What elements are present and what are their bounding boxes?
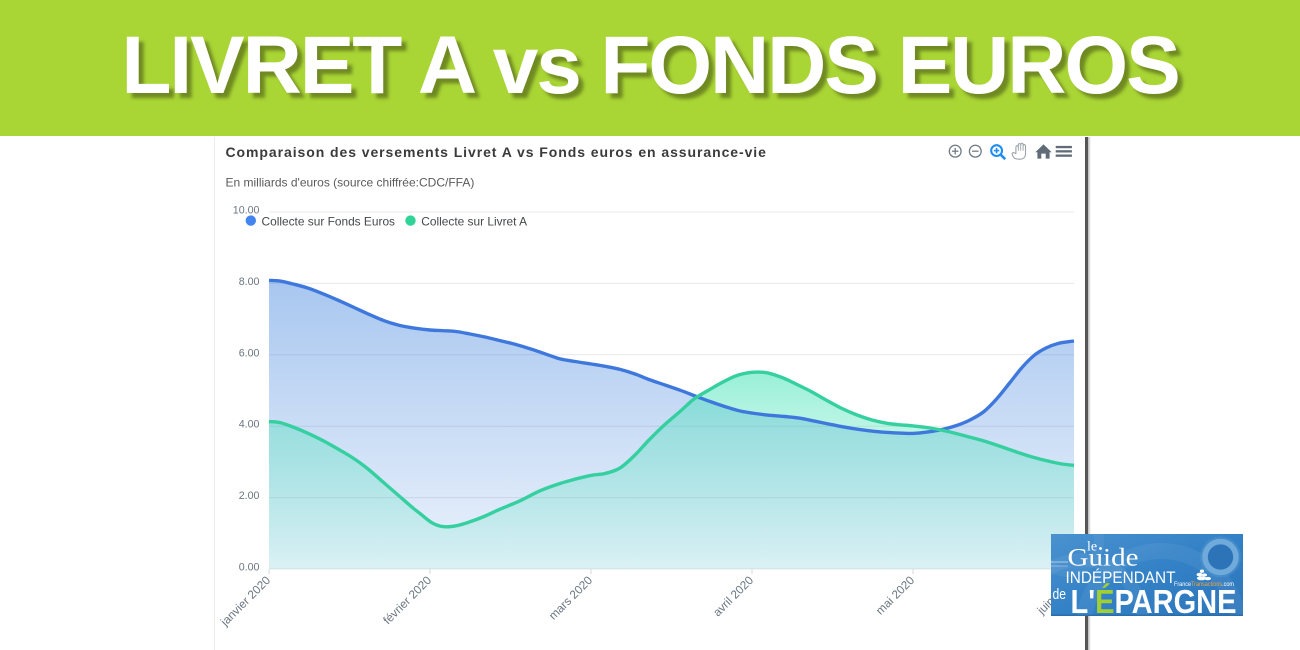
svg-text:Comparaison des versements Liv: Comparaison des versements Livret A vs F… <box>226 144 767 160</box>
svg-text:Guide: Guide <box>1068 545 1139 572</box>
svg-text:janvier 2020: janvier 2020 <box>217 573 273 629</box>
svg-text:FranceTransactions.com: FranceTransactions.com <box>1174 581 1234 588</box>
svg-text:4.00: 4.00 <box>239 419 260 431</box>
svg-text:L'ÉPARGNE: L'ÉPARGNE <box>1071 583 1237 618</box>
svg-text:le: le <box>1087 540 1097 555</box>
svg-text:mai 2020: mai 2020 <box>873 573 918 618</box>
svg-text:En milliards d'euros (source c: En milliards d'euros (source chiffrée:CD… <box>226 176 475 190</box>
svg-text:Collecte sur Fonds Euros: Collecte sur Fonds Euros <box>262 214 396 228</box>
svg-text:INDÉPENDANT: INDÉPENDANT <box>1066 568 1176 587</box>
svg-text:de: de <box>1053 587 1067 603</box>
svg-text:10.00: 10.00 <box>233 205 260 217</box>
svg-text:8.00: 8.00 <box>239 276 260 288</box>
svg-text:2.00: 2.00 <box>239 490 260 502</box>
svg-text:0.00: 0.00 <box>239 562 260 574</box>
svg-text:6.00: 6.00 <box>239 347 260 359</box>
svg-text:février 2020: février 2020 <box>380 573 434 627</box>
svg-text:mars 2020: mars 2020 <box>546 573 596 623</box>
svg-text:Collecte sur Livret A: Collecte sur Livret A <box>421 214 527 228</box>
svg-text:avril 2020: avril 2020 <box>710 573 756 619</box>
